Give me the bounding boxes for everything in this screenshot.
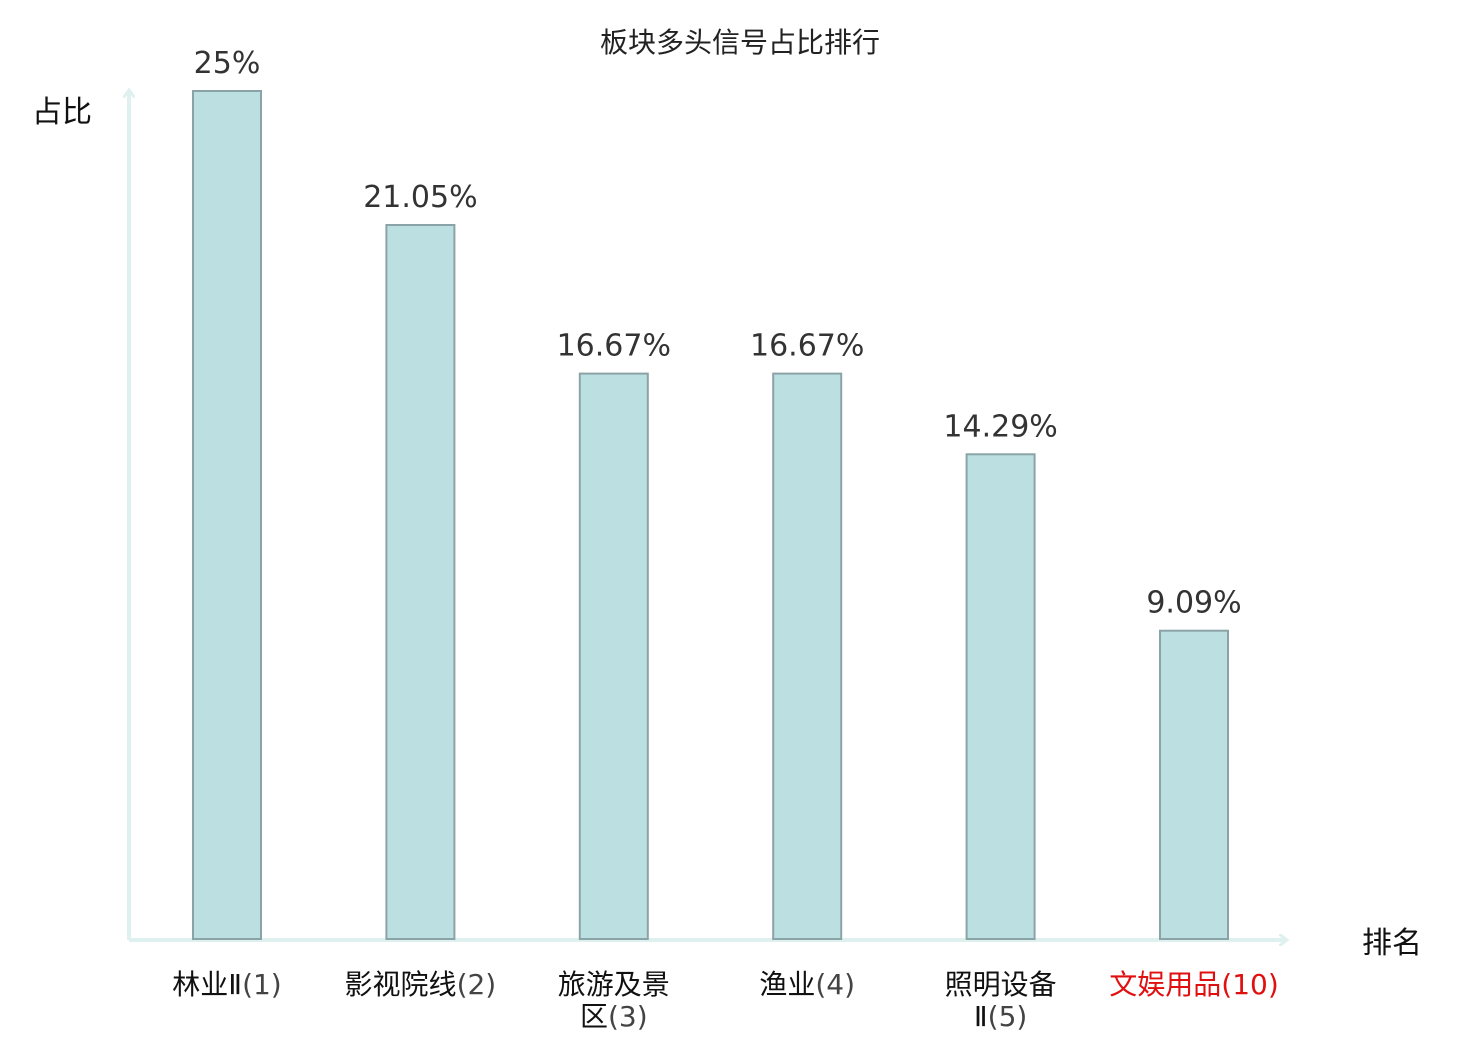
bar-4	[772, 372, 843, 941]
value-label-4: 16.67%	[750, 329, 864, 364]
x-axis-label: 排名	[1362, 926, 1422, 961]
category-label-3: 旅游及景区(3)	[558, 968, 670, 1033]
value-labels-group: 25% 21.05% 16.67% 16.67% 14.29% 9.09%	[194, 46, 1242, 621]
bar-1	[192, 90, 262, 940]
bar-5	[965, 453, 1036, 940]
bar-2	[385, 224, 456, 940]
bar-6	[1159, 629, 1229, 940]
category-label-6: 文娱用品(10)	[1109, 968, 1279, 1001]
category-label-1: 林业Ⅱ(1)	[172, 968, 281, 1001]
category-label-5: 照明设备 Ⅱ(5)	[945, 968, 1057, 1033]
chart-title: 板块多头信号占比排行	[600, 26, 880, 59]
value-label-2: 21.05%	[363, 180, 477, 215]
category-label-2: 影视院线(2)	[345, 968, 497, 1001]
value-label-1: 25%	[194, 46, 261, 81]
value-label-6: 9.09%	[1146, 586, 1241, 621]
value-label-5: 14.29%	[943, 409, 1057, 444]
category-labels-group: 林业Ⅱ(1) 影视院线(2) 旅游及景区(3) 渔业(4) 照明设备 Ⅱ(5) 文娱用品(1…	[172, 968, 1278, 1033]
value-label-3: 16.67%	[557, 329, 671, 364]
bars-group	[192, 90, 1229, 941]
category-label-4: 渔业(4)	[759, 968, 855, 1001]
y-axis-label: 占比	[32, 95, 92, 130]
bar-3	[578, 372, 649, 941]
